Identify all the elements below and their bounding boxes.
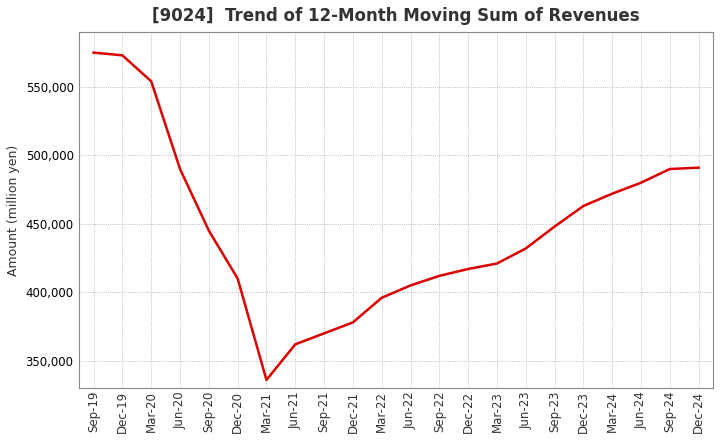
Y-axis label: Amount (million yen): Amount (million yen) [7, 144, 20, 276]
Title: [9024]  Trend of 12-Month Moving Sum of Revenues: [9024] Trend of 12-Month Moving Sum of R… [153, 7, 640, 25]
